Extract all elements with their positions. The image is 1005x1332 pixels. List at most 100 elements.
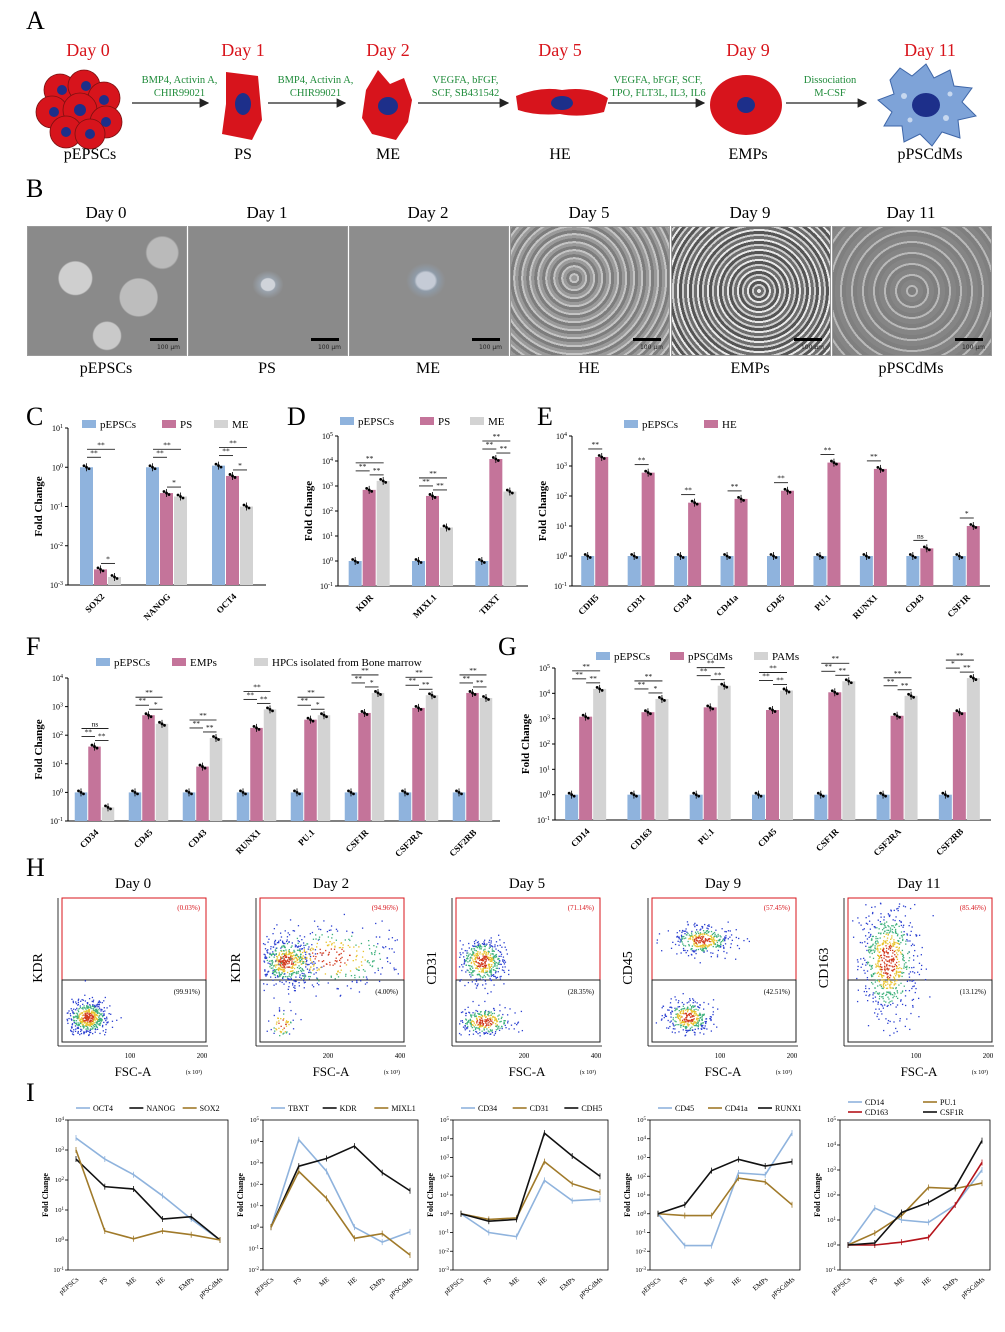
event-dot <box>491 964 493 966</box>
event-dot <box>285 949 287 951</box>
significance-label: ** <box>777 474 785 483</box>
event-dot <box>875 966 877 968</box>
event-dot <box>313 963 315 966</box>
event-dot <box>277 968 280 970</box>
event-dot <box>464 1025 466 1027</box>
data-point <box>179 495 182 498</box>
event-dot <box>77 1009 79 1011</box>
event-dot <box>887 991 889 993</box>
event-dot <box>727 930 730 932</box>
event-dot <box>503 983 505 985</box>
event-dot <box>93 1023 96 1026</box>
event-dot <box>468 947 470 949</box>
event-dot <box>710 1030 713 1032</box>
event-dot <box>877 979 879 982</box>
event-dot <box>355 955 357 958</box>
event-dot <box>706 927 708 929</box>
event-dot <box>902 924 905 926</box>
event-dot <box>682 943 684 945</box>
event-dot <box>487 953 489 955</box>
event-dot <box>103 1000 105 1002</box>
event-dot <box>473 952 475 954</box>
event-dot <box>876 1015 878 1018</box>
event-dot <box>890 962 892 964</box>
event-dot <box>870 974 872 976</box>
data-point <box>480 559 484 563</box>
event-dot <box>91 1028 93 1030</box>
significance-label: ** <box>824 446 832 455</box>
cell-label: ME <box>376 146 400 163</box>
data-point <box>311 719 315 723</box>
series-line <box>460 1131 601 1223</box>
event-dot <box>932 915 934 917</box>
event-dot <box>266 957 268 959</box>
category-label: CSF1R <box>814 826 841 853</box>
event-dot <box>687 1019 690 1022</box>
event-dot <box>703 1013 705 1015</box>
event-dot <box>891 965 893 967</box>
event-dot <box>677 1014 679 1016</box>
data-point <box>771 708 774 712</box>
event-dot <box>881 943 884 946</box>
micrograph-title: Day 1 <box>246 203 288 222</box>
data-point <box>113 575 116 579</box>
event-dot <box>929 996 931 998</box>
event-dot <box>900 924 903 927</box>
event-dot <box>898 905 900 908</box>
event-dot <box>476 965 478 967</box>
bar <box>688 502 702 586</box>
event-dot <box>681 1021 683 1023</box>
series-line <box>270 1145 411 1228</box>
event-dot <box>685 1018 688 1021</box>
event-dot <box>483 952 486 954</box>
event-dot <box>672 1022 674 1024</box>
event-dot <box>297 970 300 973</box>
event-dot <box>880 932 882 934</box>
event-dot <box>889 931 891 933</box>
event-dot <box>892 944 895 946</box>
category-label: CSF2RA <box>393 827 425 859</box>
category-label: pPSCdMs <box>577 1275 604 1300</box>
event-dot <box>492 953 494 956</box>
data-point <box>167 493 171 496</box>
event-dot <box>492 1021 494 1024</box>
event-dot <box>489 966 492 969</box>
data-point <box>597 454 601 457</box>
event-dot <box>470 976 472 978</box>
event-dot <box>310 962 312 964</box>
data-point <box>600 688 604 692</box>
event-dot <box>283 1013 285 1015</box>
event-dot <box>342 946 344 949</box>
event-dot <box>480 1014 483 1016</box>
event-dot <box>886 993 888 996</box>
event-dot <box>909 934 911 936</box>
event-dot <box>705 946 707 949</box>
event-dot <box>470 949 473 951</box>
event-dot <box>478 1016 481 1018</box>
event-dot <box>278 940 280 942</box>
event-dot <box>72 1034 75 1036</box>
y-tick-label: 103 <box>556 462 567 471</box>
category-label: pEPSCs <box>443 1275 466 1296</box>
event-dot <box>315 955 317 958</box>
event-dot <box>716 936 718 938</box>
event-dot <box>479 1018 481 1021</box>
significance-label: ** <box>589 674 597 683</box>
event-dot <box>909 922 912 924</box>
event-dot <box>902 954 905 956</box>
data-point <box>491 456 495 459</box>
event-dot <box>702 940 705 942</box>
bar <box>128 792 142 821</box>
micrograph-title: Day 11 <box>886 203 936 222</box>
event-dot <box>704 1025 706 1027</box>
event-dot <box>280 936 283 938</box>
event-dot <box>278 967 280 969</box>
event-dot <box>464 949 466 952</box>
event-dot <box>292 954 295 956</box>
event-dot <box>83 1031 86 1033</box>
event-dot <box>79 1007 82 1009</box>
event-dot <box>895 1013 897 1015</box>
bar <box>938 794 952 820</box>
event-dot <box>278 1027 280 1029</box>
event-dot <box>474 1012 476 1014</box>
